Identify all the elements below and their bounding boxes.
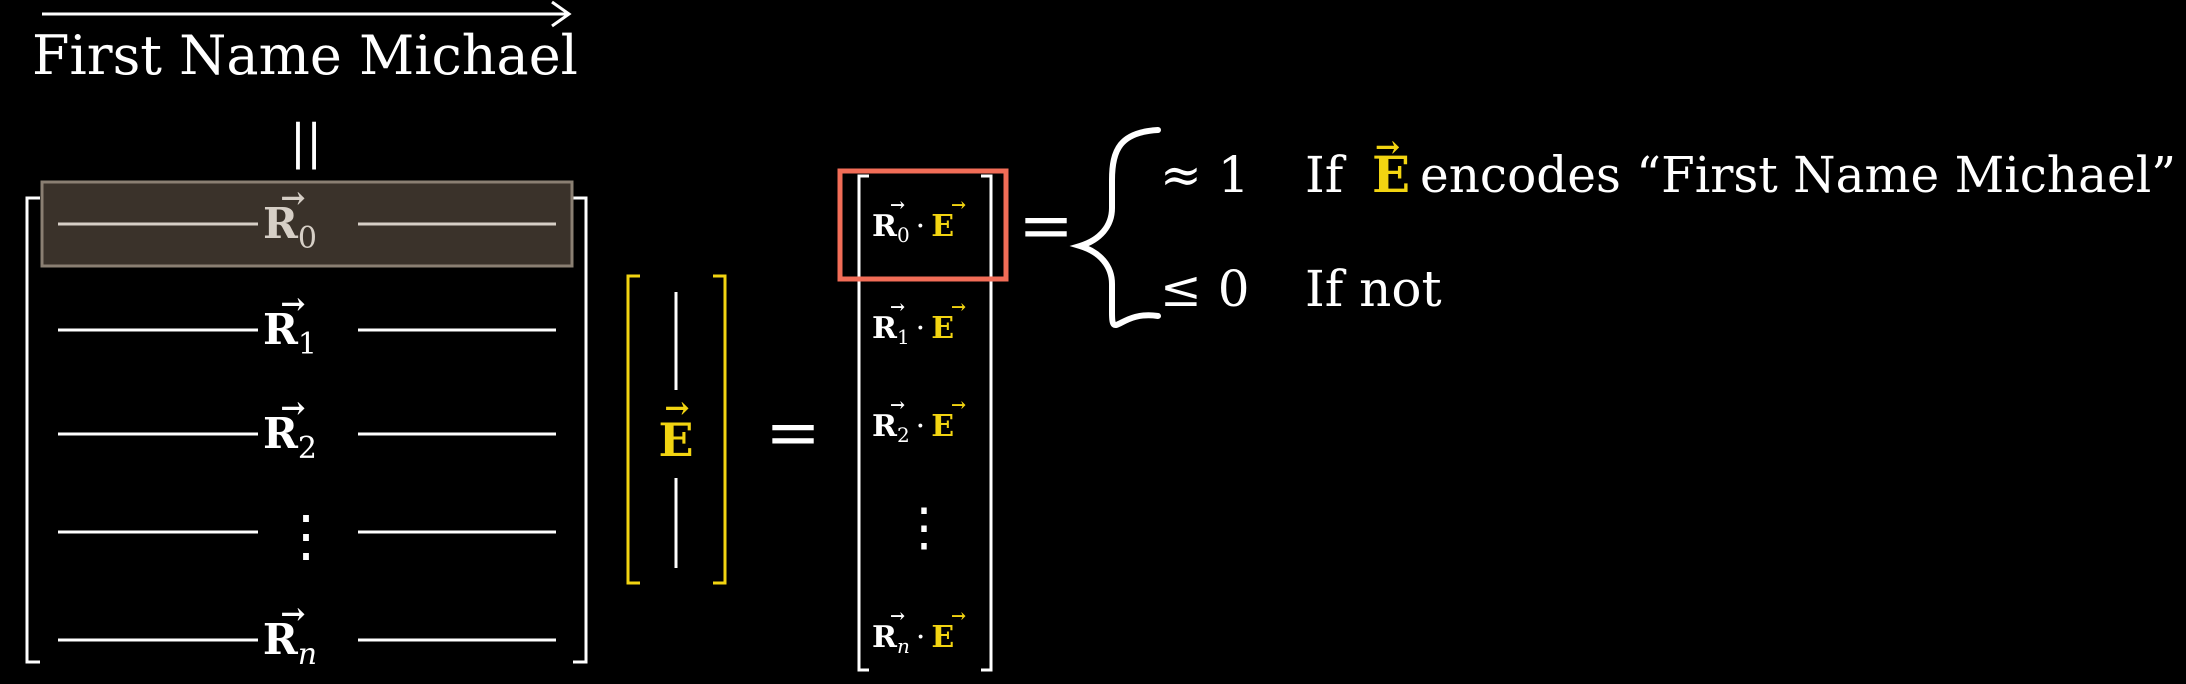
svg-text:→: → <box>890 395 905 416</box>
matrix-vdots: ⋮ <box>278 504 334 569</box>
case-rest-text: encodes “First Name Michael” <box>1420 146 2176 204</box>
svg-text:R0: R0 <box>263 199 317 256</box>
result-vdots: ⋮ <box>898 498 950 558</box>
svg-text:→: → <box>890 195 905 216</box>
result-row-e: E <box>931 209 954 244</box>
svg-text:Rn: Rn <box>263 615 317 672</box>
result-row-subscript: n <box>897 634 910 658</box>
vertical-equals: || <box>290 114 322 170</box>
embedding-vector: → E <box>626 274 727 585</box>
embedding-symbol: E <box>658 413 693 467</box>
result-row: → R0 · E → <box>872 195 966 247</box>
matrix-left-bracket <box>25 196 40 664</box>
result-row-subscript: 0 <box>897 223 910 247</box>
case-text: If not <box>1305 260 1442 318</box>
svg-text:→: → <box>951 395 966 416</box>
result-left-bracket <box>857 174 869 672</box>
result-row-dot: · <box>916 620 926 655</box>
matrix-row-subscript: n <box>298 637 317 672</box>
equals-sign: = <box>765 394 820 471</box>
svg-text:→: → <box>890 297 905 318</box>
matrix-row: ⋮ <box>58 504 556 569</box>
svg-text:Rn·E: Rn · E <box>872 620 954 658</box>
svg-text:R2·E: R2 · E <box>872 409 954 447</box>
cases-equals-sign: = <box>1018 187 1073 264</box>
matrix-row-subscript: 0 <box>298 221 317 256</box>
result-right-bracket <box>981 174 993 672</box>
matrix-row-arrow: → <box>280 391 305 426</box>
result-row-subscript: 1 <box>897 325 910 349</box>
case-condition: ≈ 1 <box>1160 146 1250 204</box>
svg-text:→: → <box>890 606 905 627</box>
matrix-row: → R0 <box>58 181 556 256</box>
matrix-row-symbol: R <box>263 305 299 354</box>
result-row: → R1 · E → <box>872 297 966 349</box>
title-group: First Name Michael <box>32 0 578 87</box>
matrix-row-symbol: R <box>263 615 299 664</box>
result-row: → R2 · E → <box>872 395 966 447</box>
matrix-row-subscript: 2 <box>298 431 317 466</box>
svg-text:R0·E: R0 · E <box>872 209 954 247</box>
title-text: First Name Michael <box>32 24 578 87</box>
result-row-e: E <box>931 409 954 444</box>
result-row-e: E <box>931 620 954 655</box>
matrix-row-arrow: → <box>280 287 305 322</box>
matrix-right-bracket <box>573 196 588 664</box>
result-row-e: E <box>931 311 954 346</box>
svg-text:→: → <box>951 297 966 318</box>
result-row-dot: · <box>916 311 926 346</box>
result-row-dot: · <box>916 209 926 244</box>
case-e-arrow: → <box>1375 130 1400 165</box>
matrix-row-arrow: → <box>280 597 305 632</box>
case-approx-one: ≈ 1 If → E encodes “First Name Michael” <box>1160 130 2176 204</box>
cases-curly-brace <box>1069 127 1161 328</box>
svg-text:R1·E: R1 · E <box>872 311 954 349</box>
case-symbol: E <box>1372 145 1410 204</box>
embedding-arrow: → <box>664 391 689 426</box>
matrix-row: → Rn <box>58 597 556 672</box>
case-leq-zero: ≤ 0 If not <box>1160 260 1442 318</box>
result-row-dot: · <box>916 409 926 444</box>
case-condition: ≤ 0 <box>1160 260 1250 318</box>
matrix-row: → R2 <box>58 391 556 466</box>
svg-text:→: → <box>951 606 966 627</box>
embedding-right-bracket <box>713 274 727 585</box>
title-arrow-head <box>551 0 572 28</box>
svg-text:→: → <box>951 195 966 216</box>
svg-text:R2: R2 <box>263 409 317 466</box>
svg-text:R1: R1 <box>263 305 317 362</box>
result-highlight-box <box>837 168 1009 282</box>
matrix-row: → R1 <box>58 287 556 362</box>
embedding-left-bracket <box>626 274 640 585</box>
matrix-row-arrow: → <box>280 181 305 216</box>
case-if-word: If <box>1305 146 1347 204</box>
result-row: → Rn · E → <box>872 606 966 658</box>
matrix-row-symbol: R <box>263 199 299 248</box>
matrix-row-subscript: 1 <box>298 327 317 362</box>
result-row-subscript: 2 <box>897 423 910 447</box>
matrix-row-symbol: R <box>263 409 299 458</box>
